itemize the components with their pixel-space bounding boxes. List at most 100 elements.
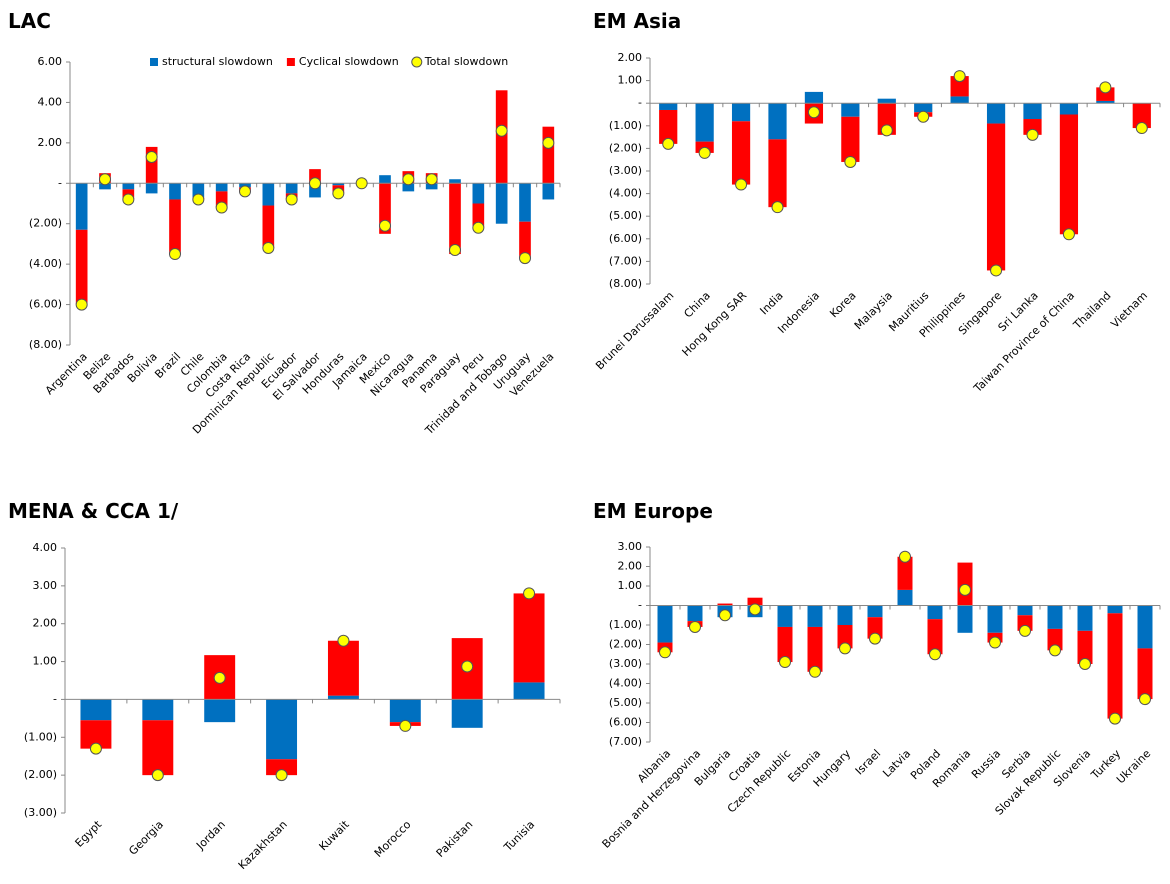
total-marker — [719, 609, 731, 622]
y-tick-label: (6.00) — [29, 298, 62, 311]
total-marker — [1026, 128, 1039, 141]
bar-segment — [1059, 103, 1079, 115]
total-marker — [145, 151, 158, 164]
total-marker — [899, 550, 911, 563]
bar-segment — [402, 183, 415, 192]
bar-segment — [495, 183, 508, 224]
bar-segment — [1023, 103, 1042, 120]
x-tick-label: Morocco — [372, 818, 414, 860]
bar-segment — [472, 203, 485, 228]
bar-segment — [1137, 605, 1153, 649]
y-tick-label: 2.00 — [618, 51, 643, 64]
y-tick-label: 3.00 — [618, 540, 643, 553]
bar-segment — [513, 682, 545, 700]
y-tick-label: 1.00 — [618, 74, 643, 87]
y-tick-label: - — [638, 96, 642, 109]
bar-segment — [215, 183, 228, 192]
bar-segment — [659, 109, 678, 144]
x-tick-label: Jordan — [193, 818, 228, 853]
total-marker — [355, 177, 368, 190]
total-marker — [337, 634, 350, 647]
bar-segment — [142, 699, 174, 721]
y-tick-label: (6.00) — [609, 232, 642, 245]
total-marker — [880, 124, 893, 137]
total-marker — [698, 146, 711, 159]
bar-segment — [950, 76, 969, 97]
bar-segment — [332, 183, 345, 186]
y-tick-label: 4.00 — [33, 541, 58, 554]
bar-segment — [145, 146, 158, 184]
x-tick-label: Tunisia — [501, 818, 537, 854]
total-marker — [749, 603, 761, 616]
total-marker — [215, 201, 228, 214]
total-marker — [425, 173, 438, 186]
legend-label: structural slowdown — [162, 55, 273, 68]
total-marker — [275, 769, 288, 782]
y-tick-label: (4.00) — [29, 257, 62, 270]
bar-segment — [768, 103, 787, 140]
total-marker — [839, 642, 851, 655]
total-marker — [285, 193, 298, 206]
y-tick-label: (6.00) — [609, 716, 642, 729]
total-marker — [519, 252, 531, 265]
bar-segment — [777, 626, 793, 663]
x-tick-label: Pakistan — [434, 818, 476, 860]
chart-title: EM Europe — [593, 499, 713, 523]
bar-segment — [927, 619, 943, 655]
bar-segment — [807, 605, 823, 627]
bar-segment — [379, 183, 391, 234]
legend-swatch — [150, 58, 158, 66]
total-marker — [379, 219, 391, 232]
x-tick-label: Egypt — [73, 818, 105, 850]
y-tick-label: (1.00) — [609, 119, 642, 132]
y-tick-label: (1.00) — [24, 730, 57, 743]
bar-segment — [837, 605, 853, 625]
total-marker — [192, 193, 205, 206]
y-tick-label: (2.00) — [24, 768, 57, 781]
total-marker — [807, 106, 820, 119]
total-marker — [990, 264, 1003, 277]
bar-segment — [841, 116, 860, 162]
bar-segment — [1096, 100, 1115, 104]
total-marker — [779, 656, 791, 669]
y-tick-label: (7.00) — [609, 735, 642, 748]
bar-segment — [449, 183, 461, 255]
x-tick-label: Russia — [969, 747, 1003, 781]
bar-segment — [99, 183, 111, 190]
chart-title: EM Asia — [593, 9, 681, 33]
bar-segment — [262, 183, 275, 206]
bar-segment — [204, 699, 236, 723]
total-marker — [461, 660, 474, 673]
y-tick-label: (2.00) — [609, 141, 642, 154]
bar-segment — [986, 123, 1006, 271]
bar-segment — [717, 603, 733, 606]
total-marker — [495, 124, 508, 137]
y-tick-label: - — [53, 692, 57, 705]
total-marker — [959, 583, 971, 596]
x-tick-label: Israel — [853, 747, 883, 777]
x-tick-label: Georgia — [126, 818, 166, 858]
y-tick-label: (8.00) — [609, 277, 642, 290]
total-marker — [262, 241, 275, 254]
total-marker — [844, 155, 857, 168]
bar-segment — [285, 183, 298, 194]
total-marker — [75, 298, 88, 311]
bar-segment — [75, 229, 88, 305]
y-tick-label: (4.00) — [609, 677, 642, 690]
bar-segment — [327, 640, 359, 696]
total-marker — [213, 671, 226, 684]
bar-segment — [1047, 628, 1063, 651]
bar-segment — [495, 90, 508, 184]
bar-segment — [309, 183, 321, 198]
total-marker — [1135, 122, 1148, 135]
total-marker — [449, 243, 461, 256]
bar-segment — [731, 103, 751, 122]
y-tick-label: 2.00 — [38, 136, 63, 149]
bar-segment — [1107, 605, 1123, 614]
bar-segment — [449, 179, 461, 184]
bar-segment — [1059, 114, 1079, 235]
bar-segment — [542, 126, 555, 184]
total-marker — [151, 769, 164, 782]
bar-segment — [169, 199, 181, 255]
